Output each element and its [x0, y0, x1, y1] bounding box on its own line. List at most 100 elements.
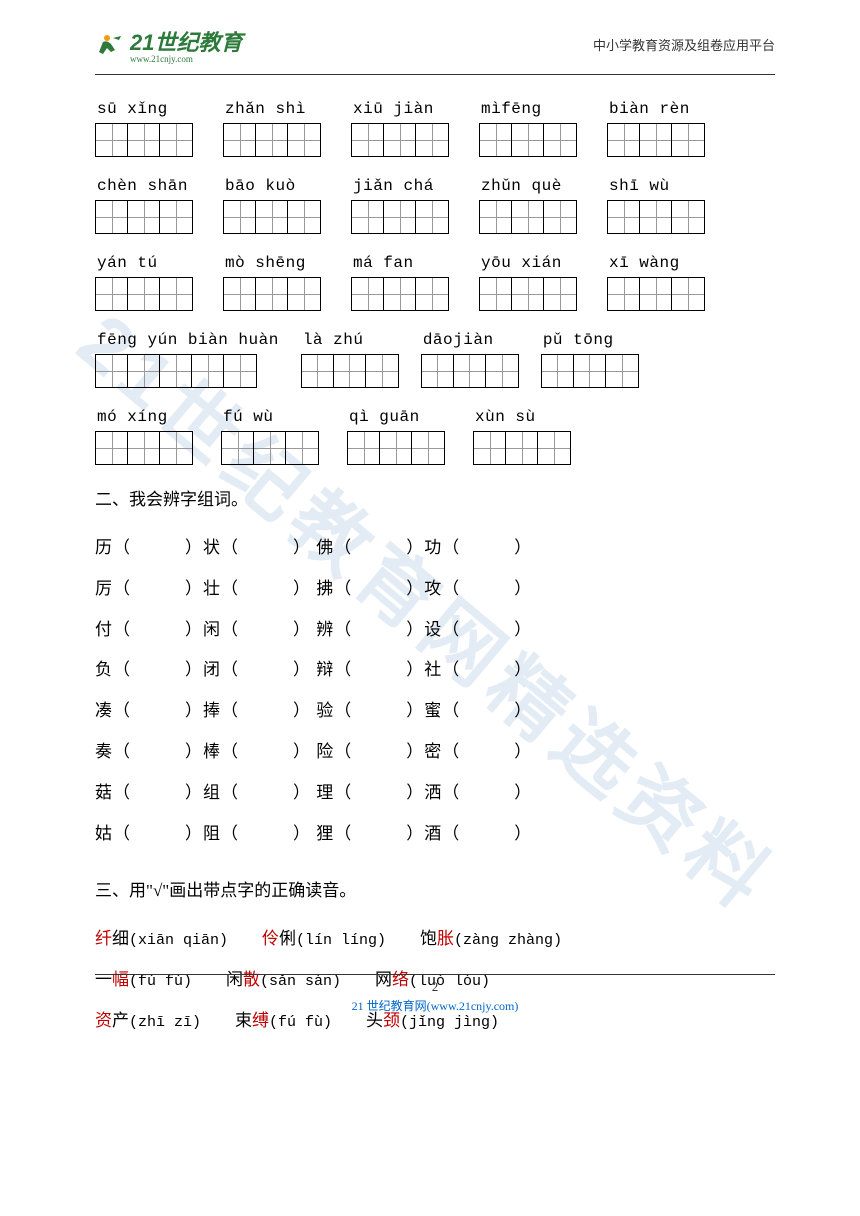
char-cell — [480, 201, 512, 233]
char-grid — [541, 354, 639, 388]
char-cell — [288, 278, 320, 310]
section3-title: 三、用"√"画出带点字的正确读音。 — [95, 876, 765, 901]
char-cell — [538, 432, 570, 464]
pinyin-label: pǔ tōng — [541, 331, 614, 349]
char-cell — [222, 432, 254, 464]
char-grid — [351, 200, 449, 234]
char-cell — [512, 278, 544, 310]
char-grid — [223, 277, 321, 311]
char-cell — [574, 355, 606, 387]
char-cell — [640, 124, 672, 156]
char-grid — [479, 123, 577, 157]
char-cell — [160, 124, 192, 156]
logo: 21世纪教育 www.21cnjy.com — [95, 25, 242, 64]
char-cell — [286, 432, 318, 464]
char-cell — [256, 201, 288, 233]
pinyin-section: sū xǐngzhǎn shìxiū jiànmìfēngbiàn rènchè… — [95, 100, 765, 465]
char-cell — [608, 124, 640, 156]
char-cell — [416, 278, 448, 310]
char-cell — [672, 278, 704, 310]
pinyin-row: mó xíngfú wùqì guānxùn sù — [95, 408, 765, 465]
char-cell — [192, 355, 224, 387]
char-cell — [412, 432, 444, 464]
char-cell — [384, 278, 416, 310]
footer-link: 21 世纪教育网(www.21cnjy.com) — [95, 997, 775, 1014]
char-grid — [223, 123, 321, 157]
char-cell — [128, 355, 160, 387]
pinyin-item: shī wù — [607, 177, 705, 234]
logo-icon — [95, 30, 125, 60]
char-grid — [95, 200, 193, 234]
logo-url: www.21cnjy.com — [130, 54, 242, 64]
pinyin-label: biàn rèn — [607, 100, 690, 118]
char-cell — [474, 432, 506, 464]
header-subtitle: 中小学教育资源及组卷应用平台 — [593, 35, 775, 54]
char-grid — [95, 354, 257, 388]
char-cell — [672, 201, 704, 233]
pinyin-item: pǔ tōng — [541, 331, 639, 388]
pinyin-item: jiǎn chá — [351, 177, 449, 234]
pinyin-item: yán tú — [95, 254, 193, 311]
page-number: 2 — [95, 979, 775, 995]
char-cell — [288, 124, 320, 156]
pinyin-label: yán tú — [95, 254, 158, 272]
word-row: 历（ ）状（ ） 佛（ ）功（ ） — [95, 528, 765, 569]
pinyin-item: fēng yún biàn huàn — [95, 331, 279, 388]
pinyin-item: mìfēng — [479, 100, 577, 157]
pinyin-label: sū xǐng — [95, 100, 168, 118]
char-cell — [96, 432, 128, 464]
char-cell — [352, 201, 384, 233]
pinyin-item: mò shēng — [223, 254, 321, 311]
char-cell — [544, 124, 576, 156]
char-cell — [542, 355, 574, 387]
word-row: 负（ ）闭（ ） 辩（ ）社（ ） — [95, 650, 765, 691]
char-cell — [334, 355, 366, 387]
char-cell — [640, 278, 672, 310]
word-distinguish-rows: 历（ ）状（ ） 佛（ ）功（ ）厉（ ）壮（ ） 拂（ ）攻（ ）付（ ）闲（… — [95, 528, 765, 854]
pinyin-label: xùn sù — [473, 408, 536, 426]
pinyin-label: qì guān — [347, 408, 420, 426]
char-cell — [416, 201, 448, 233]
char-cell — [672, 124, 704, 156]
char-cell — [224, 124, 256, 156]
pinyin-item: fú wù — [221, 408, 319, 465]
char-grid — [479, 277, 577, 311]
char-cell — [454, 355, 486, 387]
char-cell — [486, 355, 518, 387]
char-cell — [254, 432, 286, 464]
pinyin-item: sū xǐng — [95, 100, 193, 157]
char-cell — [608, 201, 640, 233]
char-cell — [506, 432, 538, 464]
pinyin-label: là zhú — [301, 331, 364, 349]
char-cell — [352, 278, 384, 310]
pinyin-label: chèn shān — [95, 177, 188, 195]
char-grid — [223, 200, 321, 234]
pinyin-row: chèn shān bāo kuò jiǎn chá zhǔn què shī wù — [95, 177, 765, 234]
pinyin-label: bāo kuò — [223, 177, 296, 195]
char-cell — [366, 355, 398, 387]
pinyin-item: xī wàng — [607, 254, 705, 311]
word-row: 付（ ）闲（ ） 辨（ ）设（ ） — [95, 610, 765, 651]
char-grid — [421, 354, 519, 388]
char-cell — [608, 278, 640, 310]
page-header: 21世纪教育 www.21cnjy.com 中小学教育资源及组卷应用平台 — [95, 0, 775, 75]
pinyin-row: yán túmò shēngmá fanyōu xiánxī wàng — [95, 254, 765, 311]
char-grid — [351, 277, 449, 311]
char-grid — [607, 277, 705, 311]
char-cell — [160, 278, 192, 310]
char-cell — [302, 355, 334, 387]
pinyin-label: zhǔn què — [479, 177, 562, 195]
pinyin-label: fú wù — [221, 408, 274, 426]
char-cell — [128, 201, 160, 233]
char-cell — [160, 201, 192, 233]
char-cell — [256, 278, 288, 310]
char-grid — [473, 431, 571, 465]
char-grid — [95, 277, 193, 311]
char-cell — [128, 124, 160, 156]
char-cell — [640, 201, 672, 233]
pinyin-item: yōu xián — [479, 254, 577, 311]
char-cell — [128, 432, 160, 464]
char-cell — [512, 201, 544, 233]
pinyin-label: mìfēng — [479, 100, 542, 118]
pinyin-item: zhǔn què — [479, 177, 577, 234]
